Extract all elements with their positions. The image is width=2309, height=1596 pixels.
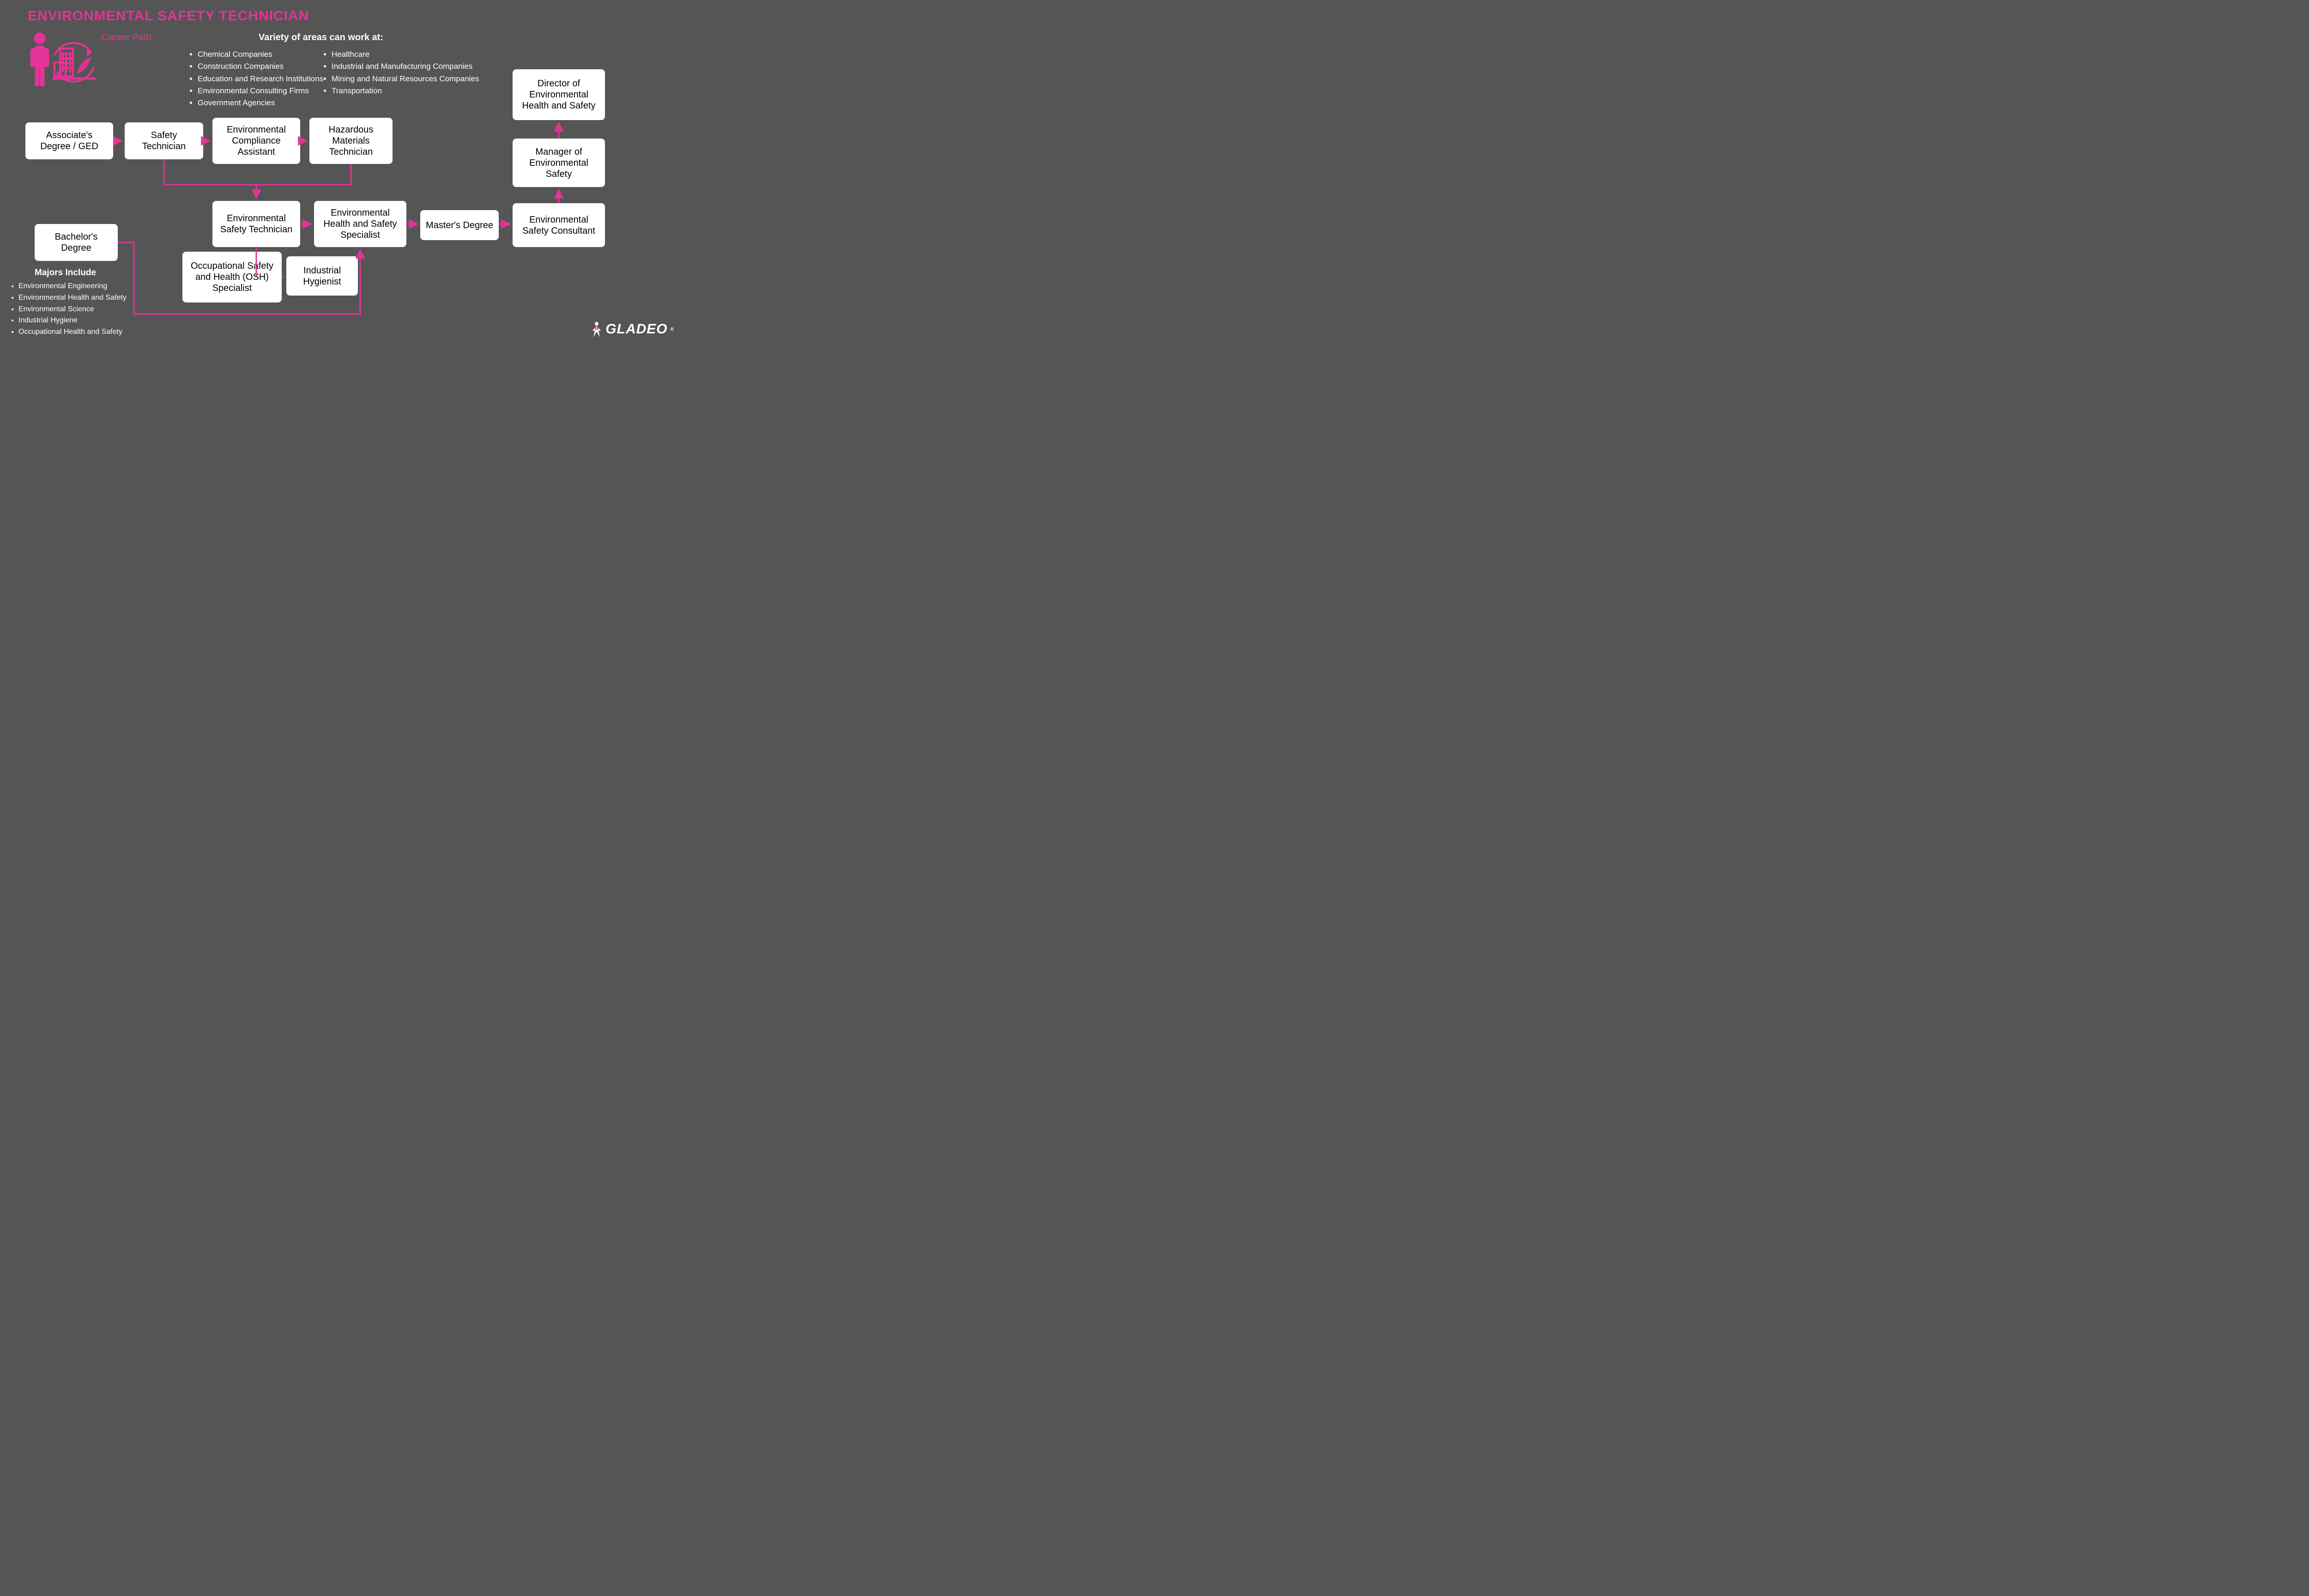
- areas-heading: Variety of areas can work at:: [259, 32, 383, 43]
- majors-heading: Majors Include: [35, 268, 96, 278]
- list-item: Government Agencies: [198, 97, 323, 109]
- node-hazmat: Hazardous Materials Technician: [309, 118, 393, 164]
- areas-list-right: Healthcare Industrial and Manufacturing …: [323, 48, 479, 97]
- node-ehs: Environmental Health and Safety Speciali…: [314, 201, 406, 247]
- list-item: Education and Research Institutions: [198, 73, 323, 85]
- node-safety: Safety Technician: [125, 122, 203, 159]
- node-bach: Bachelor's Degree: [35, 224, 118, 261]
- majors-list: Environmental Engineering Environmental …: [10, 281, 127, 338]
- logo-text: GLADEO: [605, 321, 667, 337]
- node-assoc: Associate's Degree / GED: [25, 122, 113, 159]
- node-esc: Environmental Safety Consultant: [513, 203, 605, 247]
- areas-list-left: Chemical Companies Construction Companie…: [189, 48, 323, 109]
- list-item: Environmental Consulting Firms: [198, 85, 323, 97]
- node-mes: Manager of Environmental Safety: [513, 139, 605, 187]
- node-dehs: Director of Environmental Health and Saf…: [513, 69, 605, 120]
- list-item: Chemical Companies: [198, 48, 323, 60]
- logo-mark-icon: G: [591, 321, 603, 337]
- list-item: Environmental Science: [18, 304, 127, 315]
- list-item: Mining and Natural Resources Companies: [332, 73, 479, 85]
- node-est: Environmental Safety Technician: [212, 201, 300, 247]
- list-item: Construction Companies: [198, 60, 323, 73]
- node-osh: Occupational Safety and Health (OSH) Spe…: [182, 252, 282, 302]
- page-title: ENVIRONMENTAL SAFETY TECHNICIAN: [28, 8, 309, 24]
- node-masters: Master's Degree: [420, 210, 499, 240]
- node-eca: Environmental Compliance Assistant: [212, 118, 300, 164]
- list-item: Environmental Engineering: [18, 281, 127, 292]
- list-item: Environmental Health and Safety: [18, 292, 127, 304]
- gladeo-logo: G GLADEO ®: [591, 321, 674, 337]
- list-item: Occupational Health and Safety: [18, 326, 127, 338]
- list-item: Industrial and Manufacturing Companies: [332, 60, 479, 73]
- career-icon: [27, 30, 101, 92]
- list-item: Industrial Hygiene: [18, 315, 127, 326]
- svg-text:G: G: [595, 327, 598, 330]
- logo-reg: ®: [671, 327, 674, 332]
- subtitle: Career Path: [102, 32, 151, 43]
- list-item: Transportation: [332, 85, 479, 97]
- list-item: Healthcare: [332, 48, 479, 60]
- node-ih: Industrial Hygienist: [286, 256, 358, 296]
